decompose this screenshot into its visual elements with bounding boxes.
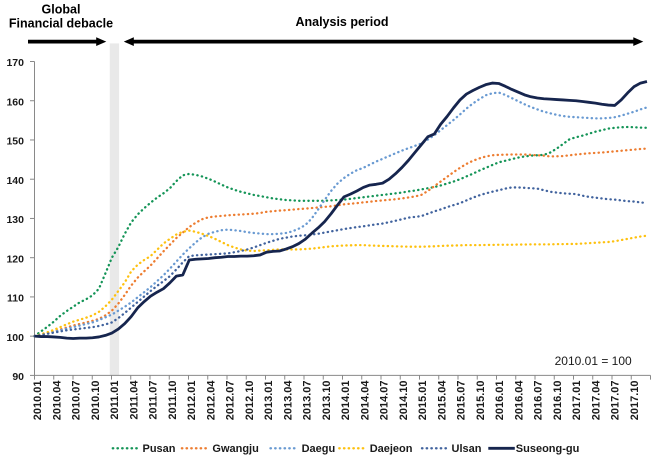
svg-text:2011.01: 2011.01 <box>109 381 121 420</box>
svg-text:2014.04: 2014.04 <box>359 380 371 421</box>
svg-text:2012.01: 2012.01 <box>186 381 198 421</box>
svg-text:120: 120 <box>6 253 24 265</box>
svg-text:90: 90 <box>12 371 24 383</box>
svg-text:Analysis period: Analysis period <box>295 15 388 29</box>
svg-text:170: 170 <box>6 57 24 69</box>
svg-text:Suseong-gu: Suseong-gu <box>516 443 580 455</box>
svg-text:130: 130 <box>6 214 24 226</box>
svg-text:Financial debacle: Financial debacle <box>9 16 113 30</box>
svg-text:2014.07: 2014.07 <box>379 381 391 421</box>
svg-text:2017.10: 2017.10 <box>629 381 641 421</box>
svg-text:2015.07: 2015.07 <box>456 381 468 421</box>
svg-text:2011.04: 2011.04 <box>128 380 140 420</box>
svg-text:2012.10: 2012.10 <box>244 381 256 421</box>
svg-text:Pusan: Pusan <box>143 443 176 455</box>
svg-text:160: 160 <box>6 96 24 108</box>
svg-text:Gwangju: Gwangju <box>212 443 258 455</box>
svg-text:2011.10: 2011.10 <box>167 381 179 420</box>
svg-text:2014.01: 2014.01 <box>340 381 352 421</box>
svg-text:2017.07: 2017.07 <box>610 381 622 421</box>
svg-text:2012.04: 2012.04 <box>205 380 217 421</box>
svg-text:2010.01: 2010.01 <box>32 381 44 421</box>
svg-text:2017.01: 2017.01 <box>571 381 583 421</box>
svg-text:140: 140 <box>6 175 24 187</box>
svg-text:Daegu: Daegu <box>302 443 336 455</box>
svg-text:150: 150 <box>6 136 24 148</box>
svg-text:2016.07: 2016.07 <box>533 381 545 421</box>
svg-text:2013.10: 2013.10 <box>321 381 333 421</box>
svg-text:2016.01: 2016.01 <box>494 380 506 420</box>
svg-text:2010.10: 2010.10 <box>90 381 102 421</box>
svg-text:Global: Global <box>42 3 81 17</box>
svg-text:100: 100 <box>6 332 24 344</box>
svg-text:2012.07: 2012.07 <box>225 381 237 421</box>
svg-text:2017.04: 2017.04 <box>590 380 602 421</box>
svg-text:110: 110 <box>7 293 24 305</box>
svg-text:Daejeon: Daejeon <box>370 443 413 455</box>
svg-text:2010.01 = 100: 2010.01 = 100 <box>555 354 632 368</box>
svg-text:2013.04: 2013.04 <box>282 380 294 421</box>
svg-text:2015.01: 2015.01 <box>417 381 429 421</box>
svg-text:2014.10: 2014.10 <box>398 381 410 421</box>
svg-text:2011.07: 2011.07 <box>148 381 160 420</box>
svg-text:2013.07: 2013.07 <box>302 381 314 421</box>
svg-text:2015.04: 2015.04 <box>436 380 448 421</box>
svg-text:2010.07: 2010.07 <box>71 381 83 421</box>
svg-text:2016.10: 2016.10 <box>552 381 564 421</box>
svg-text:2010.04: 2010.04 <box>51 380 63 421</box>
svg-text:2016.04: 2016.04 <box>513 380 525 421</box>
svg-text:Ulsan: Ulsan <box>452 443 482 455</box>
svg-text:2015.10: 2015.10 <box>475 380 487 420</box>
svg-text:2013.01: 2013.01 <box>263 381 275 421</box>
